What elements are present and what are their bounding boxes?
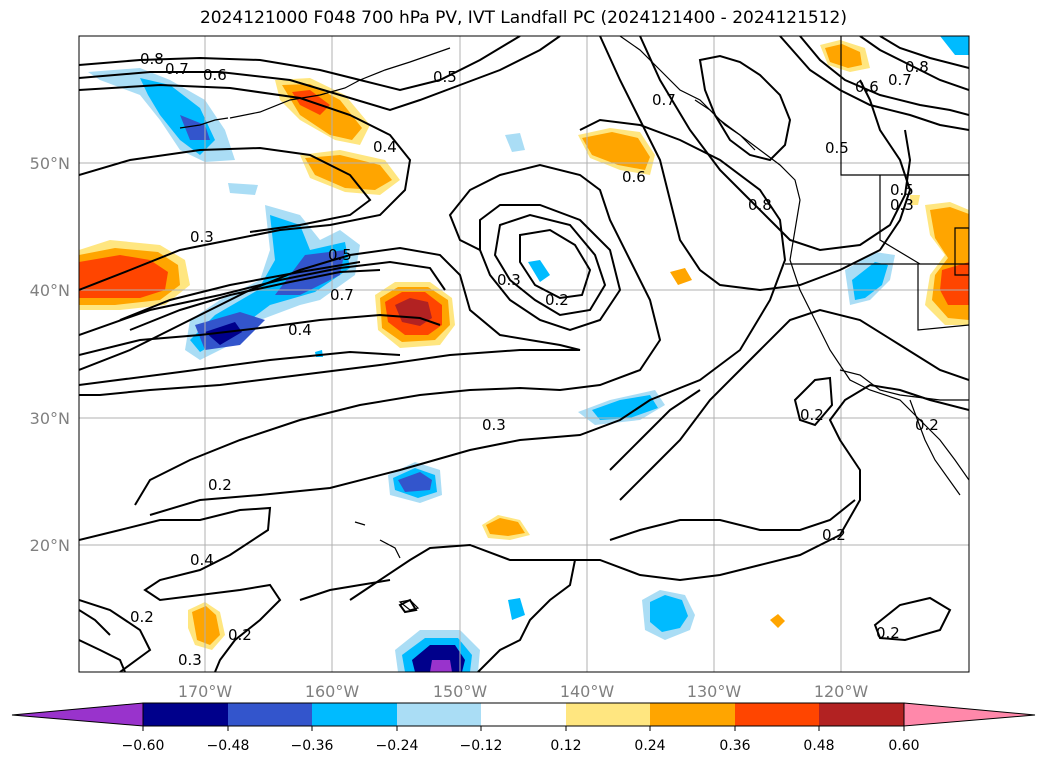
- pv-contours: [79, 36, 969, 672]
- colorbar-tick-label: 0.60: [888, 738, 919, 754]
- contour-label: 0.4: [190, 551, 214, 569]
- lat-label: 30°N: [30, 409, 70, 428]
- longitude-labels: 170°W 160°W 150°W 140°W 130°W 120°W: [178, 682, 869, 701]
- map-title: 2024121000 F048 700 hPa PV, IVT Landfall…: [199, 8, 847, 28]
- contour-label: 0.7: [888, 71, 912, 89]
- colorbar-tick-label: −0.48: [207, 738, 250, 754]
- contour-label: 0.5: [825, 139, 849, 157]
- colorbar-tick-label: 0.24: [634, 738, 665, 754]
- lat-label: 40°N: [30, 281, 70, 300]
- colorbar-tick-label: 0.12: [550, 738, 581, 754]
- colorbar-tick-label: −0.12: [460, 738, 503, 754]
- contour-label: 0.7: [330, 286, 354, 304]
- colorbar: −0.60 −0.48 −0.36 −0.24 −0.12 0.12 0.24 …: [11, 702, 1036, 754]
- colorbar-tick-label: 0.36: [719, 738, 750, 754]
- colorbar-tick-label: −0.24: [376, 738, 419, 754]
- contour-label: 0.4: [288, 321, 312, 339]
- colorbar-bin: [397, 703, 481, 726]
- lon-label: 160°W: [305, 682, 360, 701]
- colorbar-tick-label: −0.36: [291, 738, 334, 754]
- contour-label: 0.8: [748, 196, 772, 214]
- contour-label: 0.6: [622, 168, 646, 186]
- contour-label: 0.2: [822, 526, 846, 544]
- contour-label: 0.2: [545, 291, 569, 309]
- lon-label: 140°W: [560, 682, 615, 701]
- contour-label: 0.5: [433, 68, 457, 86]
- contour-label: 0.2: [876, 624, 900, 642]
- plot-frame: [78, 35, 970, 673]
- latitude-labels: 50°N 40°N 30°N 20°N: [30, 154, 70, 555]
- colorbar-extend-high: [903, 702, 1036, 727]
- contour-label: 0.6: [203, 66, 227, 84]
- contour-label: 0.5: [328, 246, 352, 264]
- colorbar-bin: [228, 703, 312, 726]
- contour-label: 0.8: [140, 50, 164, 68]
- lat-label: 20°N: [30, 536, 70, 555]
- contour-label: 0.7: [165, 60, 189, 78]
- contour-label: 0.5: [890, 181, 914, 199]
- contour-label: 0.2: [130, 608, 154, 626]
- colorbar-tick-label: −0.60: [122, 738, 165, 754]
- colorbar-bin: [312, 703, 397, 726]
- lat-label: 50°N: [30, 154, 70, 173]
- colorbar-bin: [566, 703, 650, 726]
- contour-label: 0.4: [373, 138, 397, 156]
- lon-label: 170°W: [178, 682, 233, 701]
- colorbar-bin: [143, 703, 228, 726]
- contour-label: 0.8: [905, 58, 929, 76]
- contour-label: 0.2: [915, 416, 939, 434]
- contour-label: 0.3: [497, 271, 521, 289]
- contour-label: 0.6: [855, 78, 879, 96]
- contour-label: 0.2: [228, 626, 252, 644]
- lon-label: 120°W: [814, 682, 869, 701]
- contour-label: 0.3: [190, 228, 214, 246]
- colorbar-bin: [481, 703, 566, 726]
- colorbar-tick-label: 0.48: [803, 738, 834, 754]
- contour-label: 0.2: [208, 476, 232, 494]
- contour-label: 0.2: [800, 406, 824, 424]
- contour-labels: 0.8 0.7 0.6 0.5 0.7 0.4 0.8 0.6 0.7 0.8 …: [130, 50, 939, 669]
- colorbar-bin: [735, 703, 819, 726]
- contour-label: 0.7: [652, 91, 676, 109]
- colorbar-bin: [650, 703, 735, 726]
- contour-label: 0.3: [482, 416, 506, 434]
- lon-label: 150°W: [433, 682, 488, 701]
- colorbar-extend-low: [11, 702, 144, 727]
- lon-label: 130°W: [687, 682, 742, 701]
- contour-label: 0.3: [890, 196, 914, 214]
- contour-label: 0.3: [178, 651, 202, 669]
- colorbar-bin: [819, 703, 904, 726]
